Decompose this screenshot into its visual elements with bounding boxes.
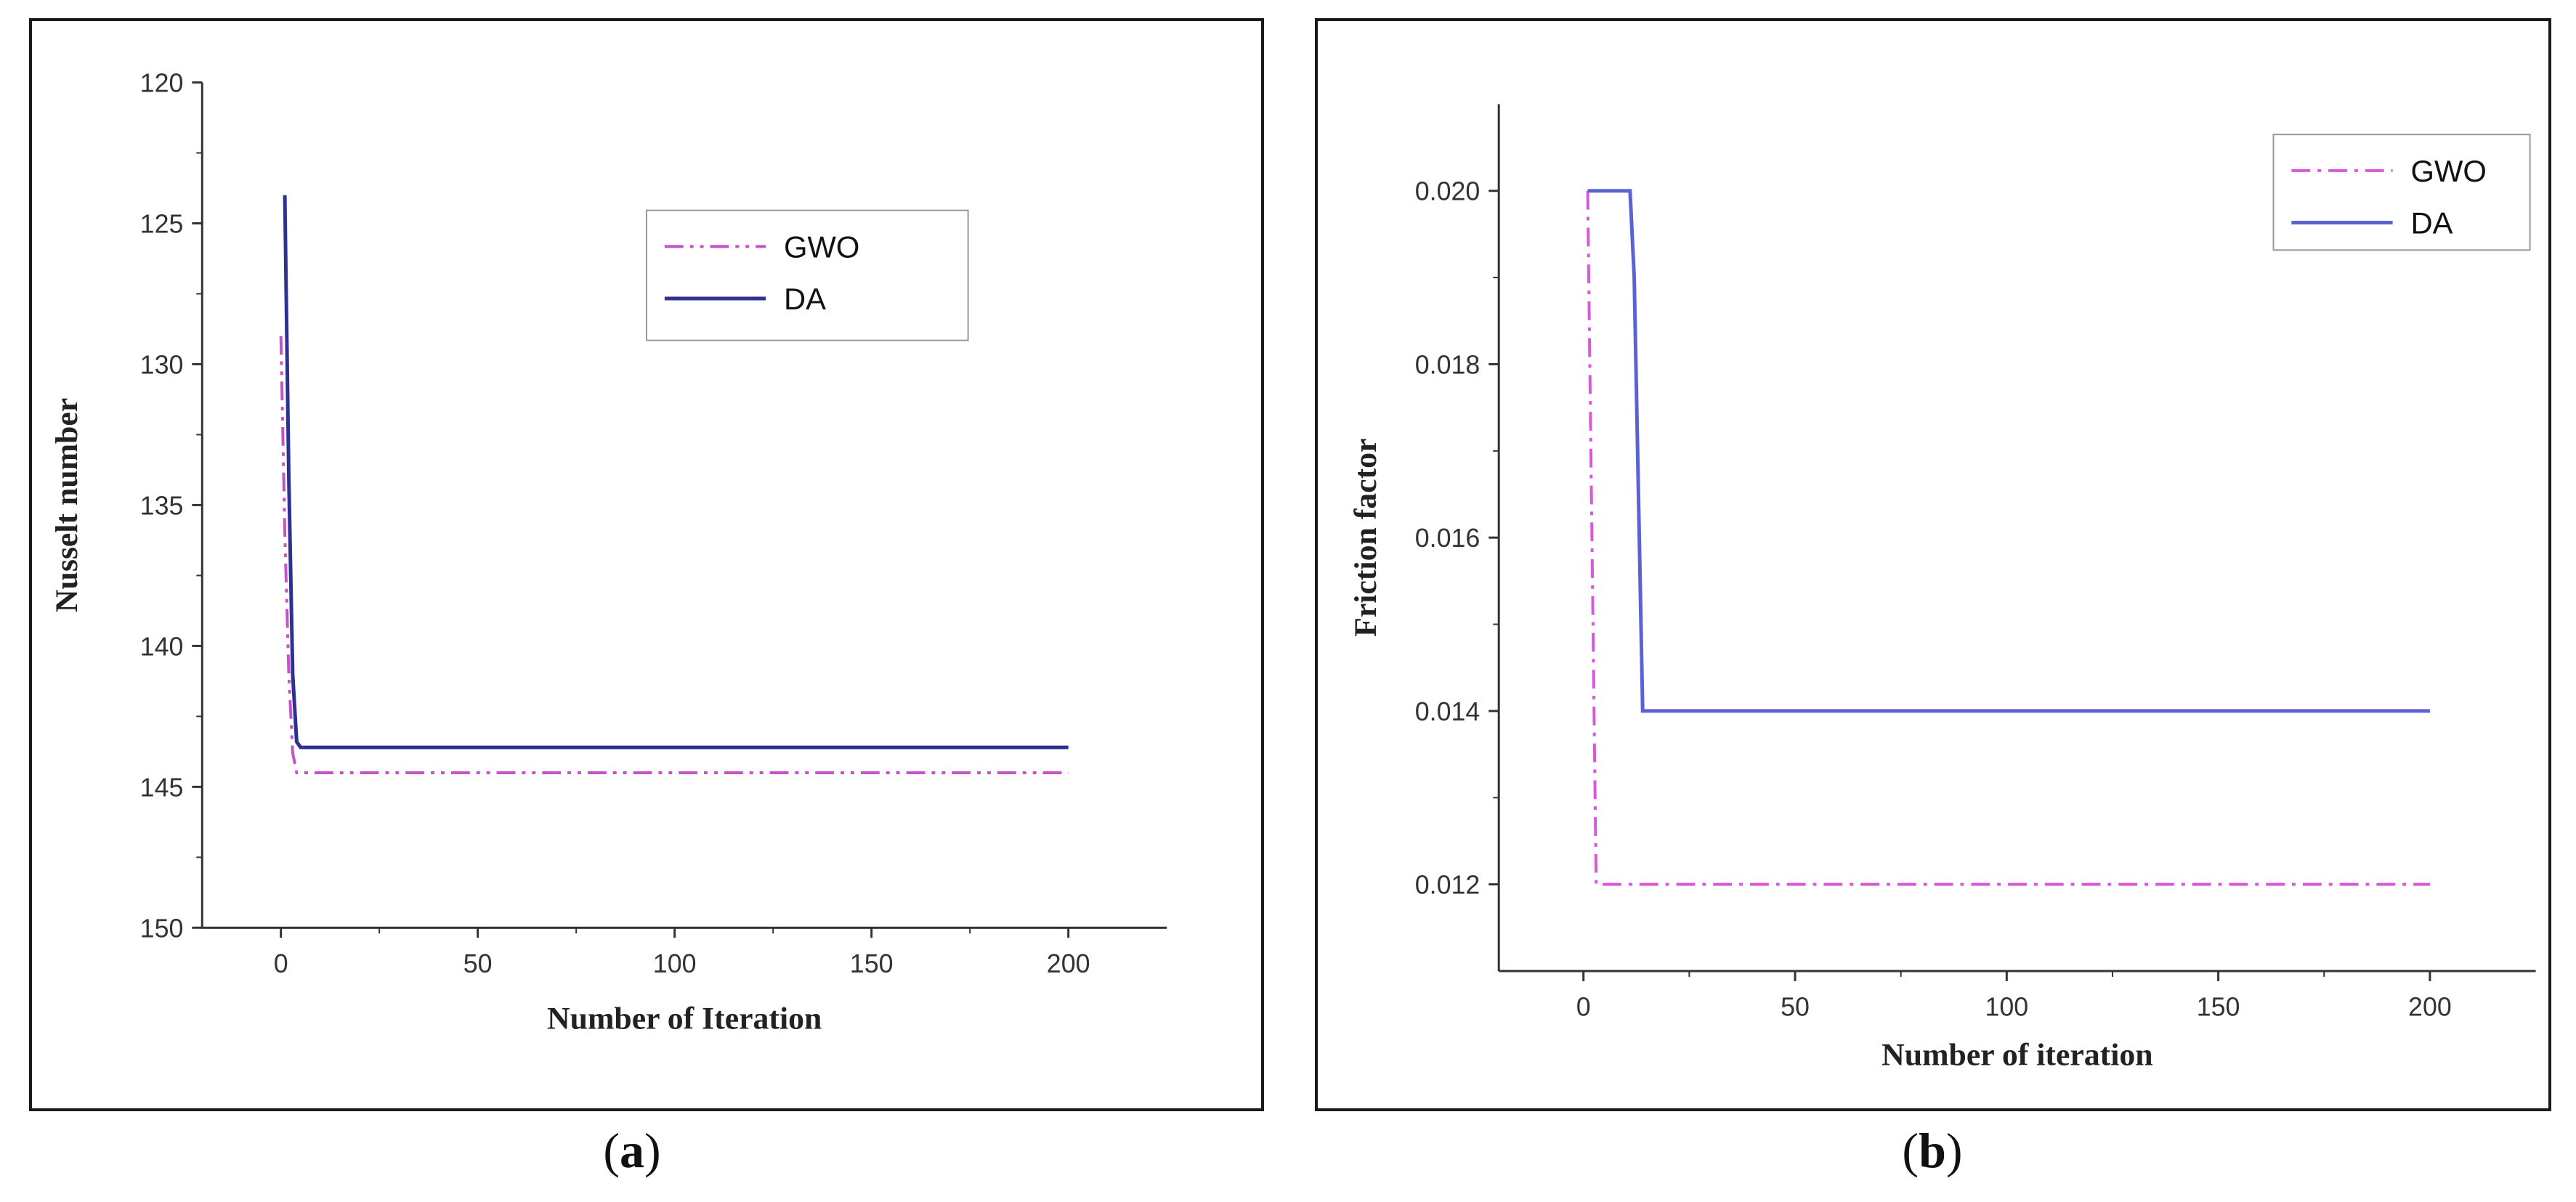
x-tick-label: 0 (274, 949, 288, 978)
legend-label-da: DA (2410, 206, 2453, 240)
caption-a-open: ( (603, 1123, 620, 1178)
caption-b-open: ( (1902, 1123, 1919, 1178)
caption-b-close: ) (1945, 1123, 1963, 1178)
chart-panel-a: 120 125 130 135 140 145 150 0 50 100 150 200 Number … (29, 18, 1264, 1111)
y-tick-label: 0.016 (1415, 524, 1481, 553)
y-tick-label: 120 (140, 68, 184, 97)
y-tick-label: 145 (140, 773, 184, 802)
y-tick-label: 0.012 (1415, 871, 1481, 900)
x-tick-label: 150 (2197, 993, 2240, 1022)
legend-box (646, 209, 969, 341)
x-tick-label: 200 (1047, 949, 1090, 978)
x-tick-label: 0 (1576, 993, 1591, 1022)
x-tick-label: 200 (2408, 993, 2452, 1022)
legend-label-gwo: GWO (784, 230, 859, 264)
legend-label-gwo: GWO (2410, 154, 2486, 188)
nusselt-chart: 120 125 130 135 140 145 150 0 50 100 150 200 Number … (49, 68, 1167, 1036)
series-line-gwo (1586, 190, 2430, 886)
x-tick-label: 150 (850, 949, 894, 978)
legend-box (2272, 134, 2531, 251)
x-axis-title: Number of iteration (1882, 1037, 2152, 1072)
x-tick-label: 50 (1781, 993, 1810, 1022)
friction-chart: 0.012 0.014 0.016 0.018 0.020 0 50 100 150 200 Num… (1348, 104, 2536, 1072)
legend-label-da: DA (784, 282, 826, 316)
y-tick-label: 0.014 (1415, 697, 1481, 726)
y-tick-label: 0.020 (1415, 177, 1481, 206)
y-axis-title: Friction factor (1348, 439, 1383, 637)
series-line-da (1587, 189, 2430, 713)
y-axis-title: Nusselt number (49, 398, 84, 612)
x-tick-label: 100 (1985, 993, 2028, 1022)
x-tick-label: 50 (463, 949, 493, 978)
y-tick-label: 130 (140, 350, 184, 379)
y-tick-label: 140 (140, 632, 184, 661)
y-tick-label: 0.018 (1415, 350, 1481, 379)
x-tick-label: 100 (653, 949, 697, 978)
y-tick-label: 150 (140, 914, 184, 943)
y-tick-label: 135 (140, 491, 184, 520)
caption-b-letter: b (1919, 1123, 1946, 1178)
caption-a-letter: a (620, 1123, 644, 1178)
series-line-gwo (279, 336, 1069, 774)
caption-a: (a) (559, 1122, 705, 1179)
chart-panel-b: 0.012 0.014 0.016 0.018 0.020 0 50 100 150 200 Num… (1315, 18, 2551, 1111)
caption-b: (b) (1860, 1122, 2005, 1179)
series-line-da (283, 195, 1069, 750)
x-axis-title: Number of Iteration (547, 1002, 822, 1036)
caption-a-close: ) (644, 1123, 661, 1178)
y-tick-label: 125 (140, 209, 184, 238)
